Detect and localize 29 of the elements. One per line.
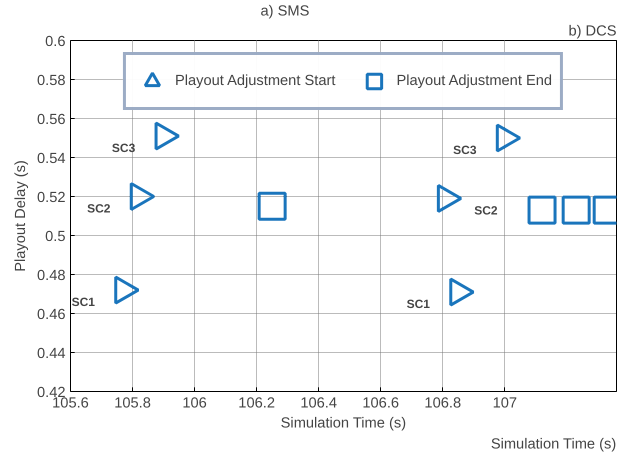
annotation: SC2 <box>87 202 111 216</box>
x-tick-label: 106.2 <box>238 396 275 412</box>
y-tick-label: 0.54 <box>36 151 66 167</box>
y-axis-title: Playout Delay (s) <box>12 160 29 272</box>
y-tick-label: 0.58 <box>36 73 66 89</box>
x-tick-label: 107 <box>492 396 518 412</box>
y-tick-label: 0.48 <box>36 268 66 284</box>
x-tick-label: 105.8 <box>114 396 151 412</box>
x-axis-title: Simulation Time (s) <box>280 416 406 432</box>
y-tick-label: 0.6 <box>45 34 66 50</box>
legend-label: Playout Adjustment End <box>396 73 552 89</box>
x-tick-label: 106 <box>182 396 207 412</box>
text: Simulation Time (s) <box>490 436 616 452</box>
y-tick-label: 0.46 <box>36 307 66 323</box>
annotation: SC1 <box>406 297 430 312</box>
x-tick-label: 106.6 <box>362 396 400 412</box>
annotation: SC3 <box>112 141 136 156</box>
annotation: SC3 <box>453 143 477 157</box>
annotation: SC1 <box>72 295 96 310</box>
annotation: SC2 <box>474 203 498 218</box>
x-tick-label: 106.4 <box>300 396 338 412</box>
y-tick-label: 0.56 <box>36 112 66 128</box>
y-tick-label: 0.44 <box>36 346 66 362</box>
legend-label: Playout Adjustment Start <box>174 73 336 89</box>
y-tick-label: 0.52 <box>36 190 66 206</box>
x-tick-label: 106.8 <box>424 396 462 412</box>
text: b) DCS <box>568 24 617 40</box>
y-tick-label: 0.5 <box>45 229 66 245</box>
chart-title: a) SMS <box>260 4 310 20</box>
